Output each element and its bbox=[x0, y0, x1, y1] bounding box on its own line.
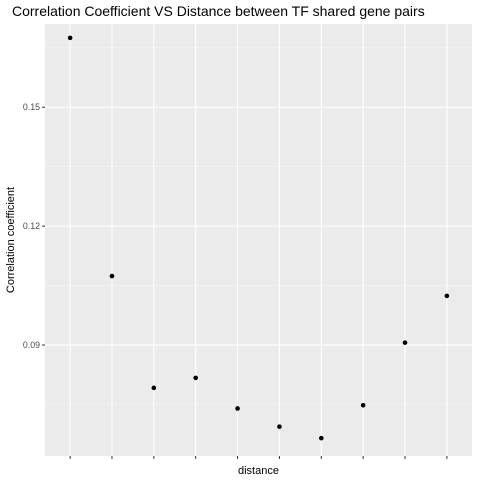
y-axis-title: Correlation coefficient bbox=[5, 187, 17, 293]
y-tick-label: 0.09 bbox=[23, 340, 40, 350]
data-point bbox=[360, 402, 366, 408]
data-point bbox=[193, 375, 199, 381]
minor-gridlines bbox=[45, 47, 472, 405]
y-tick-label: 0.12 bbox=[23, 221, 40, 231]
y-axis: 0.09 0.12 0.15 bbox=[23, 102, 45, 350]
y-tick-label: 0.15 bbox=[23, 102, 40, 112]
major-gridlines bbox=[45, 24, 472, 456]
x-axis bbox=[69, 456, 448, 459]
plot-panel bbox=[45, 24, 472, 456]
data-point bbox=[109, 273, 115, 279]
chart-title: Correlation Coefficient VS Distance betw… bbox=[12, 3, 425, 19]
data-point bbox=[67, 35, 73, 41]
data-point bbox=[235, 406, 240, 411]
data-points bbox=[67, 35, 450, 441]
data-point bbox=[402, 340, 408, 345]
data-point bbox=[444, 293, 450, 299]
data-point bbox=[277, 424, 282, 429]
x-axis-title: distance bbox=[238, 465, 279, 477]
data-point bbox=[151, 385, 157, 391]
data-point bbox=[318, 435, 324, 441]
